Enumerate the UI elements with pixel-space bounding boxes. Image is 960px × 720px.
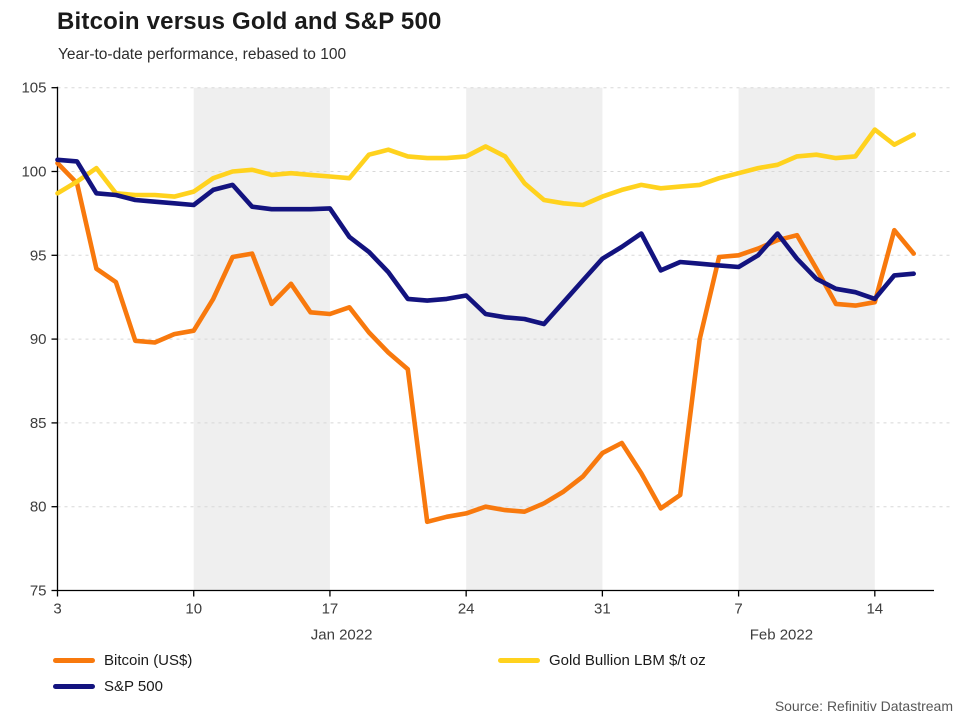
x-tick-label: 31 (594, 601, 611, 618)
legend-item-bitcoin: Bitcoin (US$) (53, 651, 193, 669)
chart-subtitle: Year-to-date performance, rebased to 100 (58, 46, 347, 63)
y-tick-label: 95 (30, 247, 47, 264)
y-tick-label: 75 (30, 583, 47, 600)
source-credit: Source: Refinitiv Datastream (774, 698, 953, 714)
y-tick-label: 85 (30, 415, 47, 432)
sp500-line-swatch (53, 683, 95, 689)
x-tick-label: 24 (458, 601, 475, 618)
legend-label-sp500: S&P 500 (104, 677, 163, 695)
legend-label-gold: Gold Bullion LBM $/t oz (549, 651, 706, 669)
month-label: Jan 2022 (311, 627, 373, 644)
legend-item-sp500: S&P 500 (53, 677, 163, 695)
x-tick-label: 10 (185, 601, 202, 618)
x-tick-label: 17 (322, 601, 339, 618)
y-tick-label: 80 (30, 499, 47, 516)
legend-label-bitcoin: Bitcoin (US$) (104, 651, 193, 669)
y-tick-label: 90 (30, 331, 47, 348)
series-line-s-p-500 (55, 157, 917, 327)
bitcoin-line-swatch (53, 657, 95, 663)
month-label: Feb 2022 (750, 627, 813, 644)
x-tick-label: 3 (53, 601, 61, 618)
x-tick-label: 14 (866, 601, 883, 618)
series-line-gold-bullion-lbm-t-oz (55, 127, 917, 208)
legend-item-gold: Gold Bullion LBM $/t oz (498, 651, 706, 669)
page-title: Bitcoin versus Gold and S&P 500 (57, 8, 442, 35)
x-tick-label: 7 (734, 601, 742, 618)
y-tick-label: 105 (21, 80, 46, 97)
y-tick-label: 100 (21, 164, 46, 181)
gold-line-swatch (498, 657, 540, 663)
